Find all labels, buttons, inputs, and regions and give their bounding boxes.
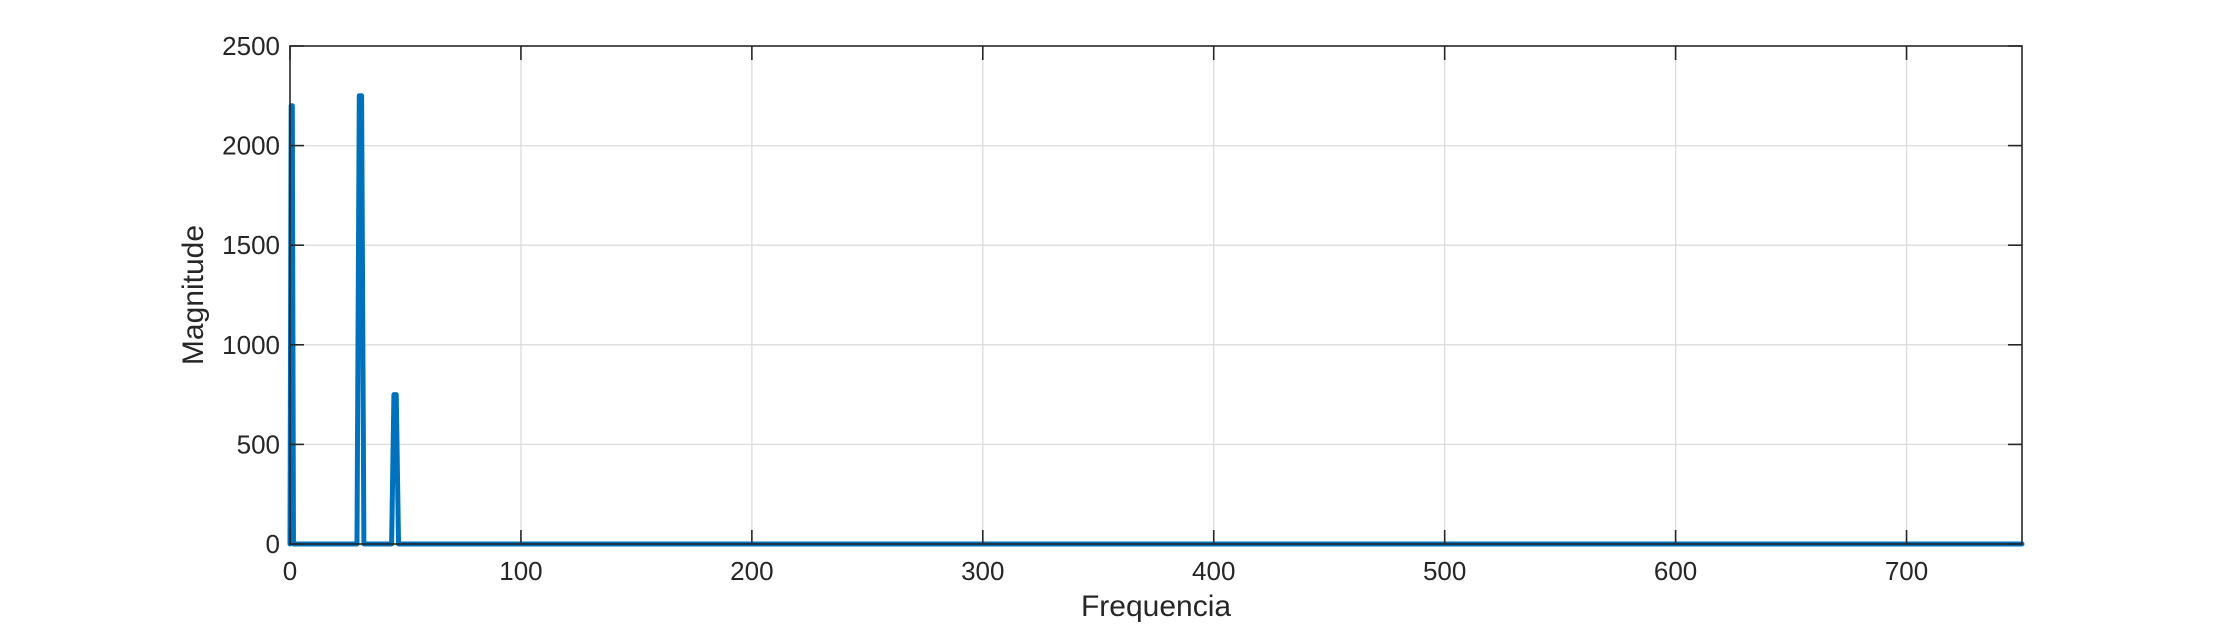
- y-tick-label: 0: [266, 529, 280, 559]
- axes-background: [290, 46, 2022, 544]
- y-tick-label: 500: [237, 429, 280, 459]
- axes-box: [289, 45, 2023, 545]
- series-line-1: [287, 93, 2025, 547]
- x-tick-label: 600: [1654, 556, 1697, 586]
- y-tick-label: 2500: [222, 31, 280, 61]
- series-layer: [287, 93, 2025, 547]
- x-tick-label: 700: [1885, 556, 1928, 586]
- y-tick-label: 2000: [222, 131, 280, 161]
- x-tick-label: 100: [499, 556, 542, 586]
- y-axis-label: Magnitude: [177, 225, 210, 365]
- x-tick-labels: 0 100 200 300 400 500 600 700: [283, 556, 1928, 586]
- x-axis-label: Frequencia: [1081, 590, 1231, 623]
- y-tick-labels: 0 500 1000 1500 2000 2500: [222, 31, 280, 559]
- x-tick-label: 500: [1423, 556, 1466, 586]
- x-tick-label: 400: [1192, 556, 1235, 586]
- tick-layer: [289, 45, 2022, 545]
- plot-area: [287, 45, 2025, 547]
- y-tick-label: 1500: [222, 230, 280, 260]
- y-tick-label: 1000: [222, 330, 280, 360]
- grid-layer: [290, 46, 2022, 544]
- x-tick-label: 300: [961, 556, 1004, 586]
- x-tick-label: 200: [730, 556, 773, 586]
- x-tick-label: 0: [283, 556, 297, 586]
